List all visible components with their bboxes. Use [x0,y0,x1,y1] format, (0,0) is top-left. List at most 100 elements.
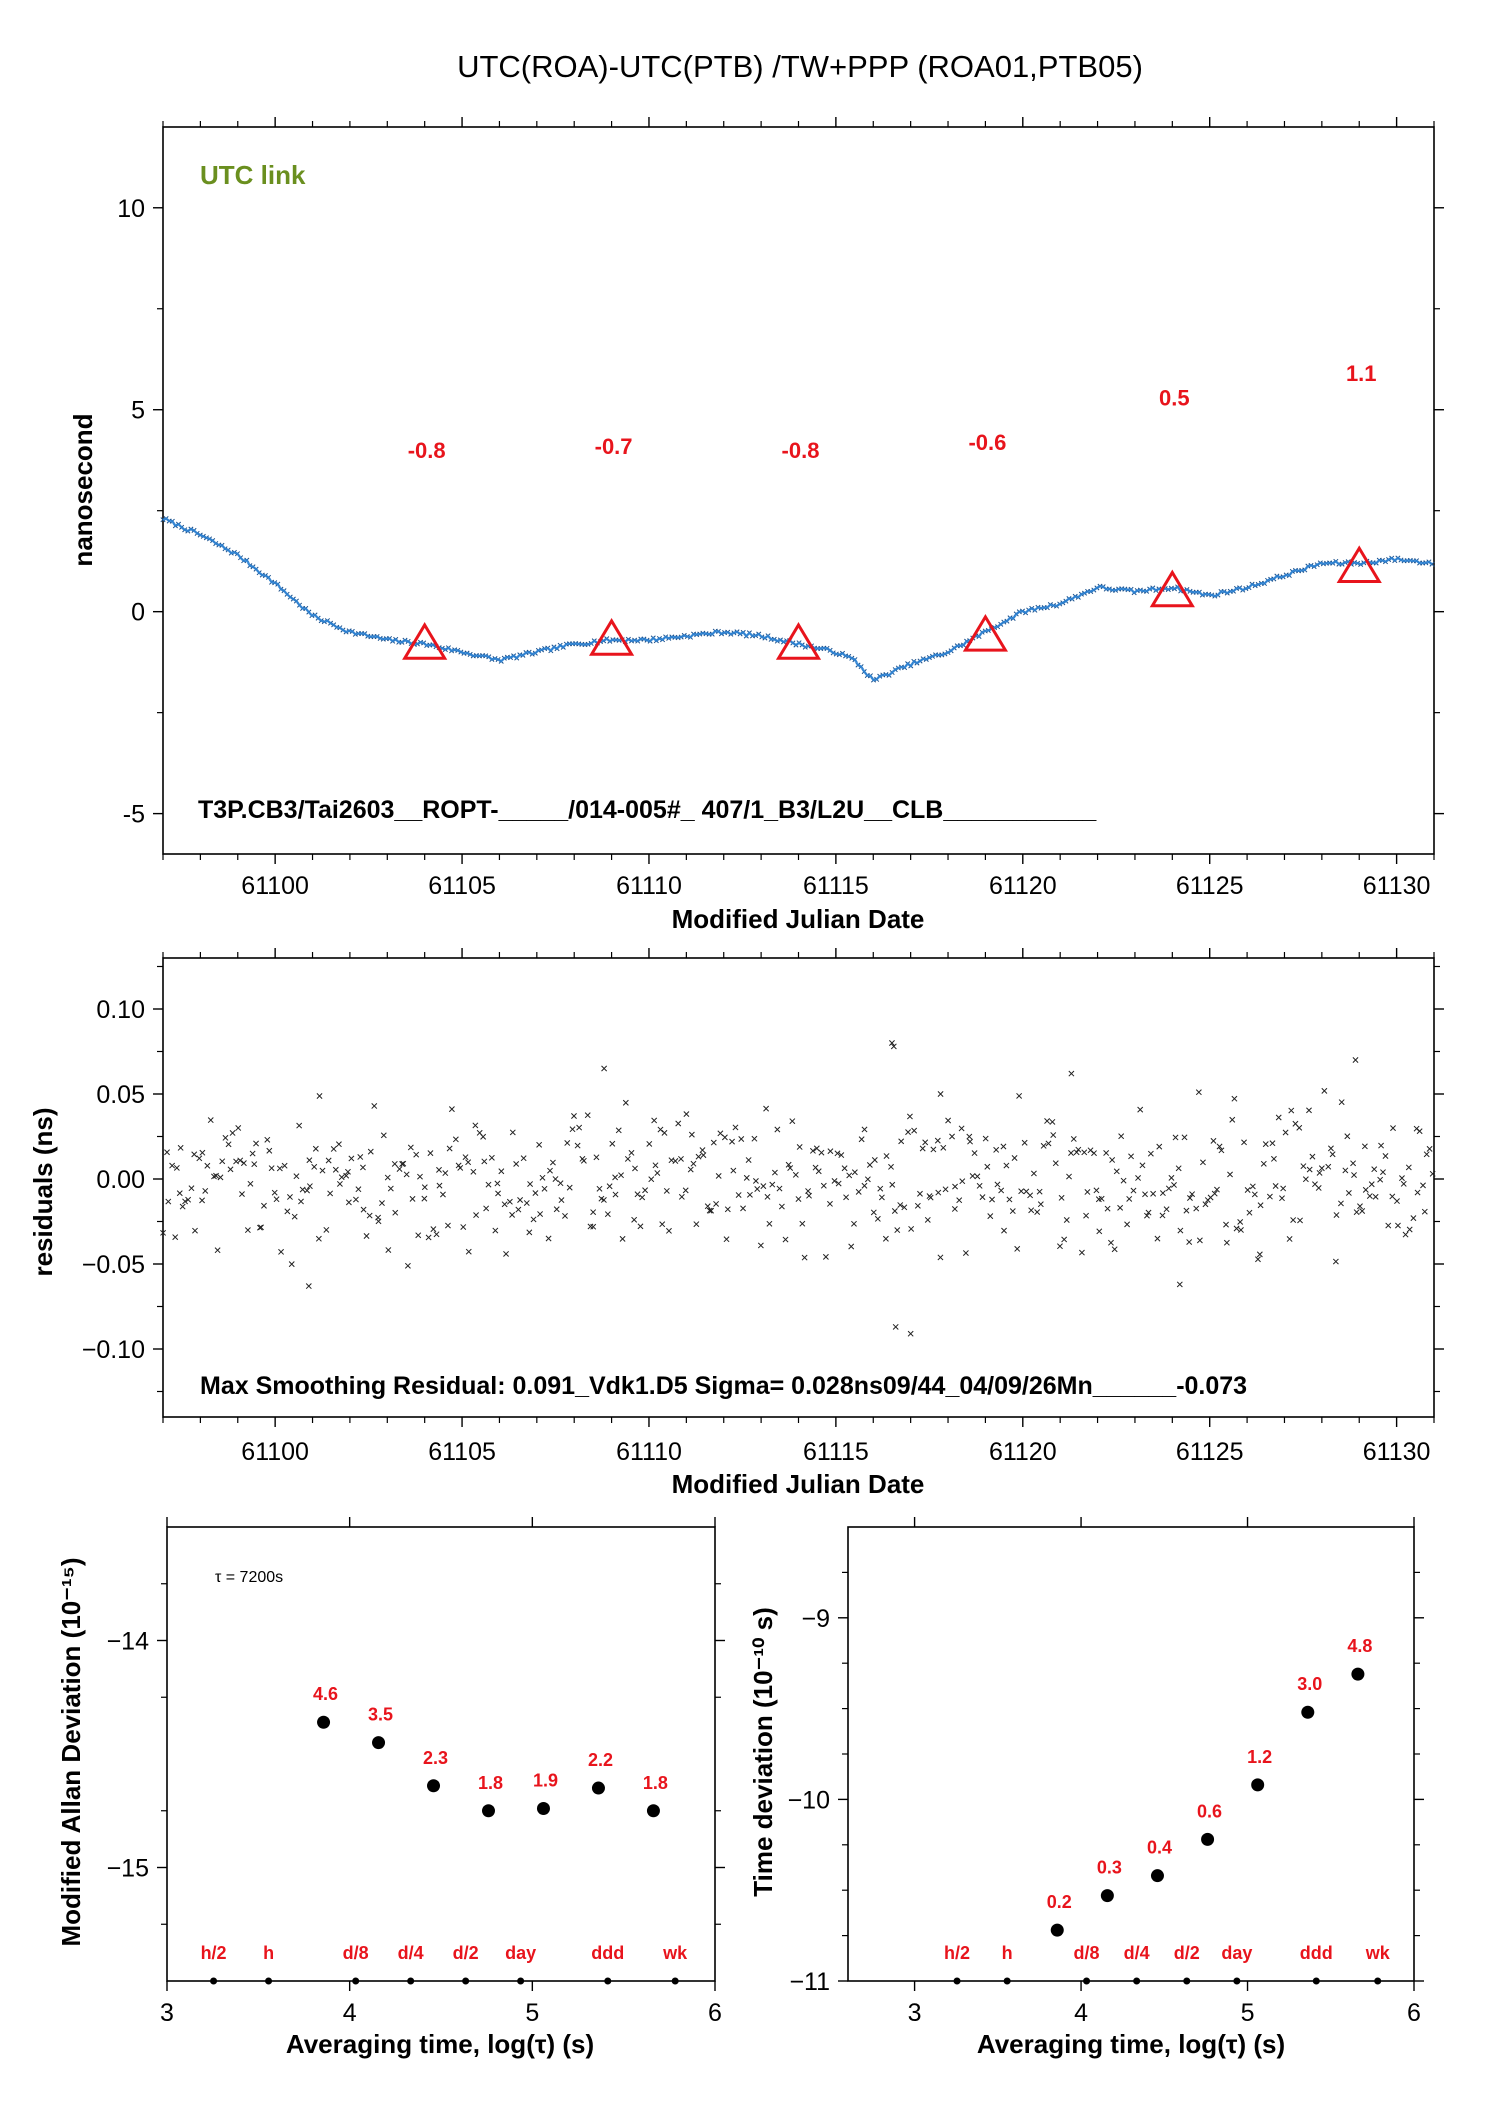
residual-point [1078,1249,1085,1256]
residual-point [547,1167,553,1174]
main-plot-frame [162,126,1435,855]
residual-point [355,1186,362,1193]
residual-point [889,1040,895,1046]
residual-point [937,1254,944,1261]
residual-point [446,1145,453,1152]
reference-dot [517,1977,525,1985]
residual-point [659,1221,666,1228]
residual-point [430,1226,437,1233]
residual-point [1344,1133,1351,1140]
residual-point [1175,1165,1182,1172]
residual-point [967,1138,974,1145]
reference-label: d/8 [1074,1943,1100,1963]
residual-point [1120,1177,1127,1184]
residual-point [639,1194,646,1201]
residual-point [1037,1201,1044,1208]
residuals-chart: Max Smoothing Residual: 0.091_Vdk1.D5 Si… [28,948,1444,1499]
deviation-value-label: 2.2 [588,1750,613,1770]
residual-point [384,1174,391,1181]
main-series-line [162,517,1433,682]
residual-point [1052,1160,1059,1167]
residual-point [937,1091,944,1097]
residual-point [1421,1208,1428,1215]
residual-point [969,1172,976,1179]
residual-point [399,1161,406,1167]
residual-point [256,1224,263,1231]
residual-point [527,1181,534,1187]
residual-point [675,1120,682,1127]
residual-point [1332,1258,1339,1265]
residual-point [1081,1149,1088,1156]
residual-point [1302,1176,1309,1183]
residual-point [172,1234,179,1241]
residual-point [1171,1182,1177,1188]
residual-point [976,1182,983,1189]
residual-point [615,1127,622,1134]
residual-point [1257,1202,1264,1209]
residual-point [284,1208,291,1215]
residual-point [1128,1153,1135,1160]
residual-point [293,1173,300,1180]
deviation-value-label: 3.0 [1297,1674,1322,1694]
residual-point [1246,1209,1253,1216]
residual-point [1399,1175,1405,1182]
residual-point [199,1149,206,1156]
x-tick-label: 61130 [1363,872,1431,900]
residual-point [396,1166,403,1172]
residual-point [1118,1133,1125,1140]
residual-point [1359,1208,1366,1214]
residual-point [452,1136,459,1143]
residual-point [1066,1173,1072,1180]
x-tick-label: 4 [343,1999,357,2027]
residual-point [917,1190,923,1197]
residual-point [730,1167,737,1174]
marker-value-label: -0.7 [595,434,633,459]
residual-point [1372,1193,1379,1200]
residual-point [1410,1215,1417,1222]
x-tick-label: 3 [160,1999,174,2027]
reference-dot [462,1977,470,1985]
residual-point [682,1187,689,1194]
residual-point [813,1145,820,1152]
residual-point [994,1181,1001,1188]
reference-label: d/2 [1174,1943,1200,1963]
residual-point [826,1200,833,1207]
residual-point [834,1150,841,1157]
residual-point [1126,1195,1133,1202]
residual-point [564,1140,571,1146]
residual-point [380,1132,387,1139]
y-tick-label: 0.10 [96,996,145,1024]
residual-point [425,1234,432,1241]
main-x-axis-label: Modified Julian Date [672,904,925,934]
residual-point [820,1182,827,1189]
residual-point [1286,1236,1293,1242]
reference-dot [265,1977,273,1985]
residual-point [530,1216,537,1223]
y-tick-label: -5 [123,801,145,829]
triangle-marker [1336,545,1382,583]
deviation-point [536,1801,550,1815]
residual-point [661,1129,668,1136]
x-tick-label: 61125 [1176,872,1244,900]
residual-point [987,1213,994,1220]
residual-point [908,1225,915,1232]
residual-point [1368,1181,1375,1188]
residual-point [306,1157,313,1164]
x-tick-label: 61115 [803,1438,869,1466]
residual-point [338,1174,345,1181]
residual-point [766,1220,773,1227]
residual-point [787,1165,794,1171]
reference-dot [1083,1977,1091,1985]
residual-point [1030,1170,1037,1177]
residual-point [763,1105,770,1112]
residual-point [202,1187,209,1194]
residual-point [1306,1107,1312,1114]
residual-point [851,1169,858,1176]
residual-point [266,1147,273,1154]
residual-point [1237,1218,1244,1225]
residual-point [222,1134,229,1141]
deviation-point [1301,1705,1315,1719]
residual-point [404,1262,411,1269]
residual-point [192,1227,198,1234]
residual-point [1214,1186,1220,1193]
